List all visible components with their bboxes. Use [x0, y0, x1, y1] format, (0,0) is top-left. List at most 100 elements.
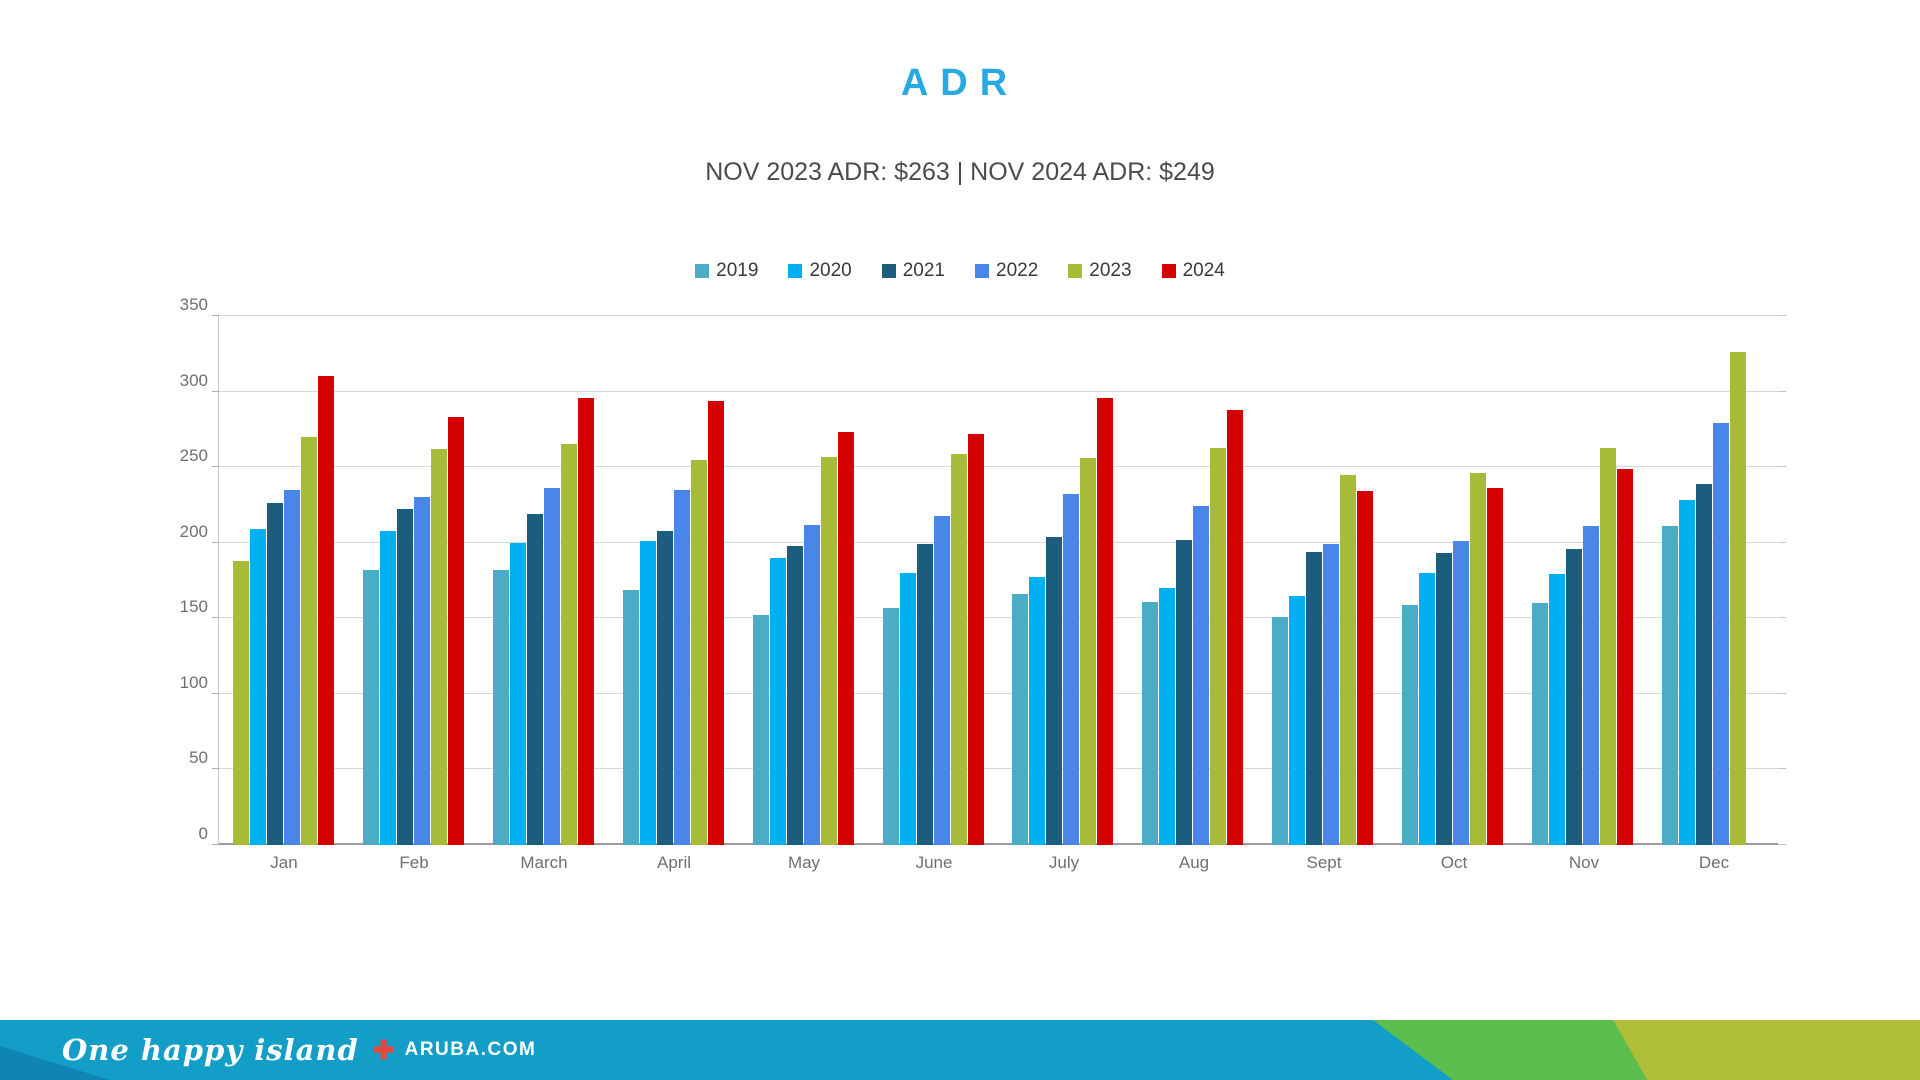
bar-2019-march — [492, 569, 509, 845]
bar-2020-jan — [249, 529, 266, 845]
aruba-plus-icon: ✚ — [372, 1034, 395, 1065]
y-axis-tick — [212, 844, 219, 845]
footer-brand-bar: One happy island ✚ ARUBA.COM — [0, 1020, 1920, 1080]
gridline-y-300 — [219, 390, 1778, 392]
legend-item-2024: 2024 — [1161, 260, 1225, 282]
legend-label-2022: 2022 — [996, 260, 1039, 281]
gridline-y-50 — [219, 768, 1778, 770]
y-axis-tick-right — [1778, 466, 1786, 468]
legend-item-2019: 2019 — [695, 260, 758, 282]
gridline-y-250 — [219, 466, 1778, 468]
y-axis-tick-right — [1778, 692, 1786, 694]
chart-subtitle: NOV 2023 ADR: $263 | NOV 2024 ADR: $249 — [705, 158, 1215, 186]
bar-2023-april — [690, 459, 707, 845]
y-axis-tick-right — [1778, 315, 1786, 316]
bar-2021-oct — [1436, 553, 1453, 845]
bar-2024-feb — [447, 417, 464, 845]
x-axis-label-april: April — [656, 853, 692, 872]
bar-2019-july — [1012, 594, 1029, 845]
legend-label-2021: 2021 — [902, 260, 945, 281]
legend-label-2023: 2023 — [1089, 260, 1132, 281]
x-axis-label-sept: Sept — [1306, 853, 1342, 872]
bar-2019-june — [882, 607, 899, 845]
bar-2021-feb — [396, 509, 413, 845]
y-axis-label-150: 150 — [179, 597, 208, 617]
bar-2024-july — [1097, 397, 1114, 845]
y-axis-tick-right — [1778, 768, 1786, 770]
bar-2020-nov — [1549, 574, 1566, 845]
bar-2021-april — [656, 530, 673, 845]
bar-2024-june — [967, 433, 984, 845]
legend-item-2020: 2020 — [788, 260, 852, 282]
bar-2022-july — [1063, 494, 1080, 845]
bar-2023-dec — [1730, 352, 1747, 845]
bar-group-nov — [1518, 316, 1648, 845]
x-axis-label-jan: Jan — [270, 853, 298, 872]
bar-2023-aug — [1210, 447, 1227, 845]
footer-olive-shape — [1613, 1020, 1920, 1080]
bar-2021-may — [786, 545, 803, 845]
bar-groups — [219, 316, 1778, 845]
bar-2024-oct — [1487, 488, 1504, 845]
bar-2019-may — [752, 615, 769, 845]
bar-2024-sept — [1357, 491, 1374, 845]
gridline-y-0 — [219, 843, 1778, 845]
chart-legend: 2019 2020 2021 2022 2023 2024 — [0, 260, 1920, 282]
y-axis-tick — [212, 692, 219, 694]
gridline-y-350 — [219, 315, 1778, 316]
legend-swatch-2024 — [1161, 264, 1176, 278]
legend-swatch-2022 — [975, 264, 989, 278]
bar-2019-dec — [1662, 526, 1679, 845]
y-axis-tick-right — [1778, 541, 1786, 543]
y-axis-tick — [212, 617, 219, 619]
bar-2023-nov — [1600, 447, 1617, 845]
bar-2021-sept — [1306, 551, 1323, 845]
bar-2021-march — [526, 514, 543, 845]
bar-2021-aug — [1176, 539, 1193, 845]
bar-2020-feb — [379, 530, 396, 845]
bar-2022-sept — [1323, 544, 1340, 845]
x-axis-label-dec: Dec — [1698, 853, 1730, 872]
bar-group-april — [609, 316, 739, 845]
bar-2019-feb — [362, 569, 379, 845]
bar-2023-feb — [430, 449, 447, 845]
bar-2022-march — [543, 488, 560, 845]
legend-item-2021: 2021 — [881, 260, 945, 282]
bar-group-may — [739, 316, 869, 845]
y-axis-tick — [212, 390, 219, 392]
bar-2020-sept — [1289, 595, 1306, 845]
y-axis-label-350: 350 — [179, 295, 208, 314]
x-axis-label-nov: Nov — [1568, 853, 1600, 872]
bar-group-oct — [1388, 316, 1518, 845]
bar-2023-may — [820, 456, 837, 845]
bar-2019-oct — [1402, 604, 1419, 845]
bar-2022-jan — [283, 489, 300, 845]
bar-2024-march — [577, 397, 594, 845]
bar-group-jan — [219, 316, 349, 845]
bar-2023-march — [560, 444, 577, 845]
bar-2023-july — [1080, 458, 1097, 845]
bar-2023-sept — [1340, 474, 1357, 845]
bar-group-june — [869, 316, 999, 845]
y-axis-tick — [212, 466, 219, 468]
bar-2020-march — [509, 542, 526, 845]
aruba-site-label: ARUBA.COM — [404, 1039, 537, 1060]
bar-2020-july — [1029, 577, 1046, 845]
x-axis-label-june: June — [915, 853, 953, 872]
legend-swatch-2021 — [881, 264, 896, 278]
x-axis-label-aug: Aug — [1178, 853, 1210, 872]
bar-2020-aug — [1159, 588, 1176, 845]
bar-2022-april — [673, 489, 690, 845]
bar-group-july — [999, 316, 1129, 845]
bar-2019-aug — [1142, 601, 1159, 845]
y-axis-tick-right — [1778, 844, 1786, 845]
y-axis-label-300: 300 — [179, 370, 208, 390]
bar-chart-plot-area: 0 50 100 150 200 250 300 350 Jan Feb March April May… — [180, 295, 1786, 872]
legend-swatch-2023 — [1068, 264, 1083, 278]
bar-2020-april — [639, 541, 656, 845]
legend-swatch-2019 — [695, 264, 710, 278]
y-axis-label-50: 50 — [189, 748, 208, 768]
bar-2024-jan — [317, 376, 334, 845]
y-axis-tick-right — [1778, 617, 1786, 619]
